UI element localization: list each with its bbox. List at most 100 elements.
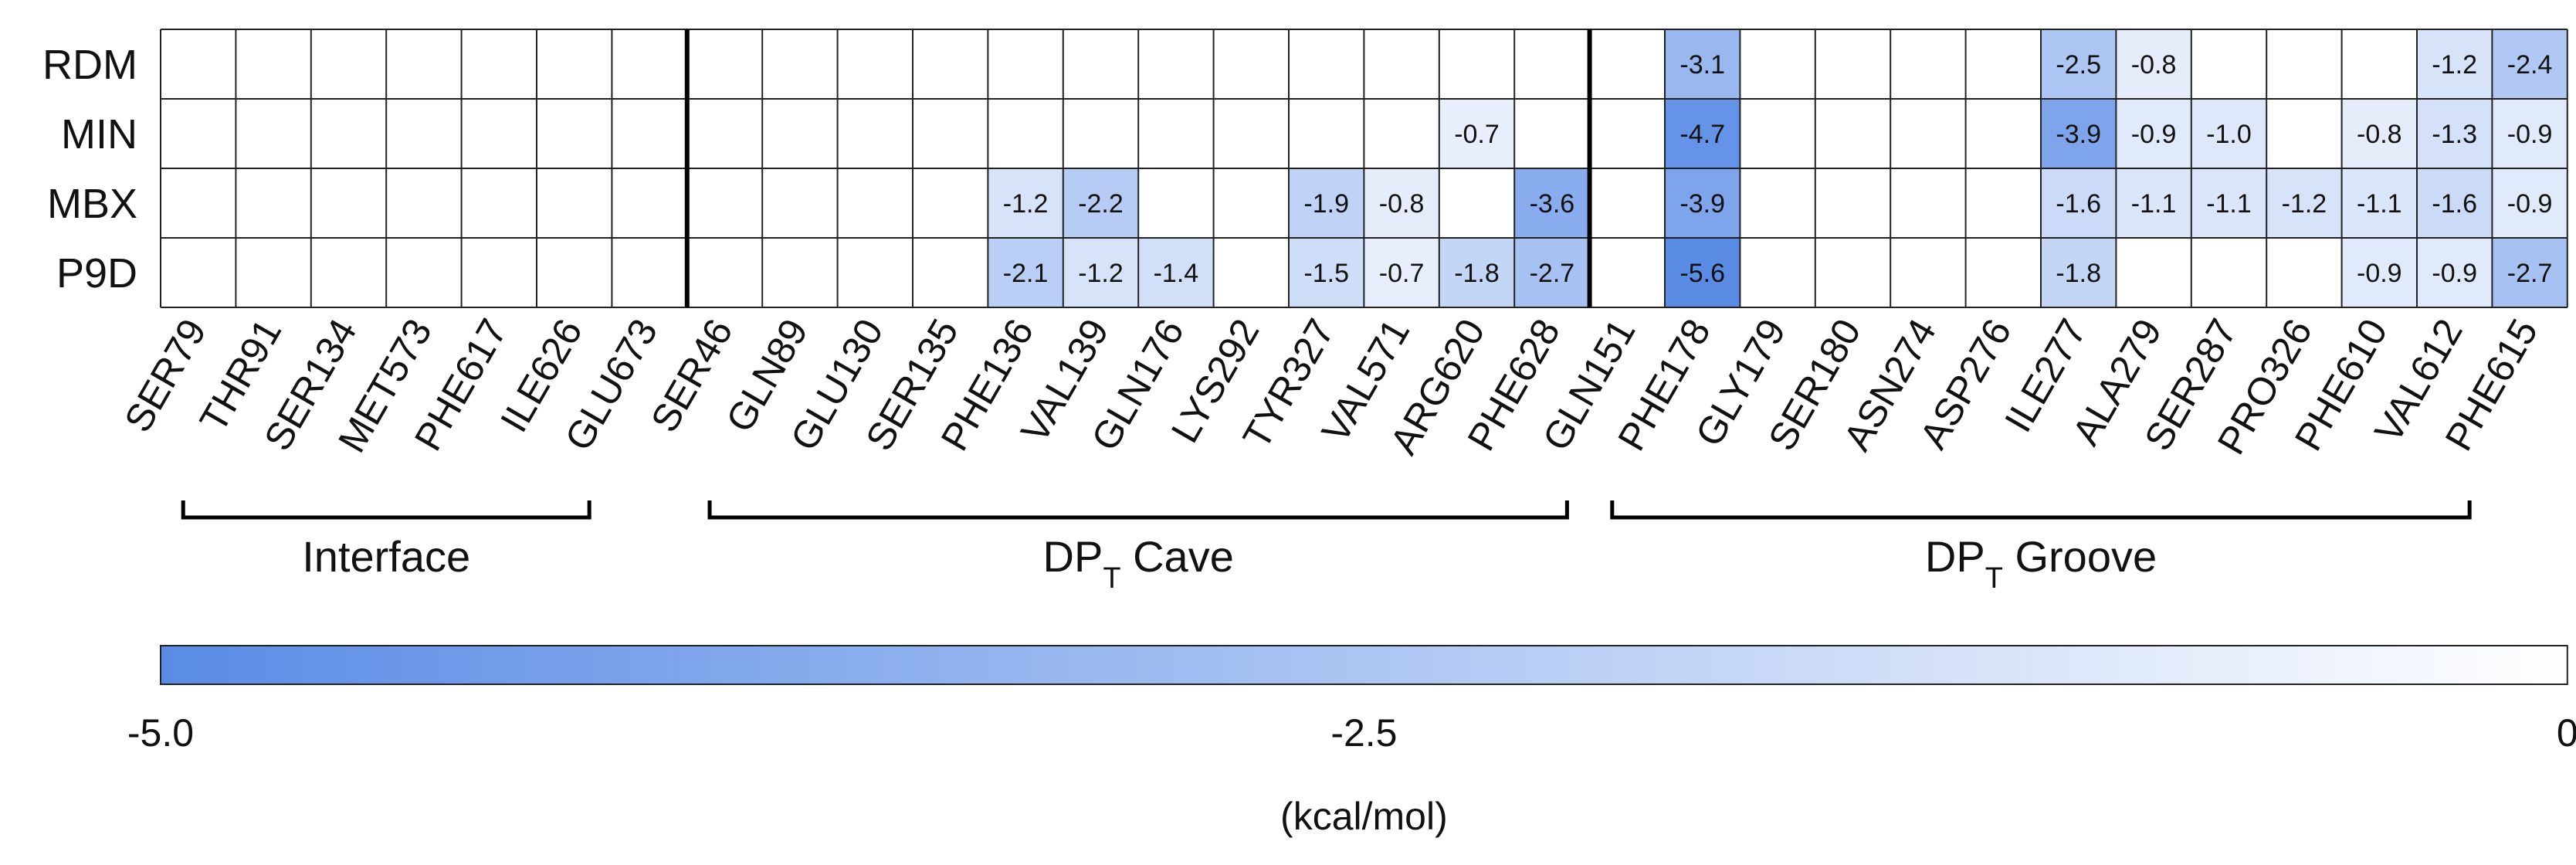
cell-value-label: -3.9 xyxy=(2056,120,2101,149)
cell-value-label: -1.3 xyxy=(2432,120,2477,149)
heatmap-cell-p9d-ser135 xyxy=(913,238,988,307)
group-label-main: DP xyxy=(1925,532,1985,581)
heatmap-cell-min-ala279 xyxy=(2116,99,2191,168)
group-label: Interface xyxy=(302,532,470,581)
heatmap-cell-p9d-phe610 xyxy=(2341,238,2417,307)
heatmap-cell-p9d-phe136 xyxy=(988,238,1063,307)
group-label-subscript: T xyxy=(1103,562,1120,595)
group-label-suffix: Groove xyxy=(2003,532,2157,581)
heatmap-cell-mbx-phe178 xyxy=(1665,168,1740,238)
cell-value-label: -1.2 xyxy=(1078,259,1124,288)
heatmap-cell-min-asp276 xyxy=(1965,99,2041,168)
heatmap-cell-rdm-gln89 xyxy=(762,29,838,99)
group-label: DPT Groove xyxy=(1925,532,2157,595)
cell-value-label: -2.7 xyxy=(1530,259,1575,288)
row-label-mbx: MBX xyxy=(47,181,137,227)
heatmap-cell-rdm-glu673 xyxy=(612,29,687,99)
heatmap-cell-min-pro326 xyxy=(2266,99,2342,168)
heatmap-cell-mbx-phe615 xyxy=(2492,168,2568,238)
heatmap-cell-min-lys292 xyxy=(1213,99,1289,168)
heatmap-cell-mbx-ser135 xyxy=(913,168,988,238)
heatmap-cell-mbx-arg620 xyxy=(1439,168,1515,238)
heatmap-cells xyxy=(161,29,2568,307)
cell-value-label: -3.6 xyxy=(1530,189,1575,219)
group-bracket xyxy=(1610,500,2472,520)
heatmap-cell-min-asn274 xyxy=(1890,99,1966,168)
heatmap-cell-min-val139 xyxy=(1063,99,1139,168)
heatmap-cell-p9d-ile277 xyxy=(2041,238,2117,307)
heatmap-cell-rdm-ser79 xyxy=(161,29,236,99)
colorbar-tick-label: -5.0 xyxy=(127,711,194,755)
heatmap-cell-p9d-pro326 xyxy=(2266,238,2342,307)
heatmap-cell-p9d-arg620 xyxy=(1439,238,1515,307)
heatmap-cell-mbx-val612 xyxy=(2417,168,2493,238)
heatmap-cell-rdm-val139 xyxy=(1063,29,1139,99)
heatmap-cell-min-gln176 xyxy=(1138,99,1214,168)
cell-value-label: -1.2 xyxy=(2282,189,2327,219)
heatmap-cell-min-ser180 xyxy=(1815,99,1891,168)
cell-value-label: -2.1 xyxy=(1003,259,1049,288)
heatmap-cell-mbx-gln176 xyxy=(1138,168,1214,238)
heatmap-cell-p9d-glu130 xyxy=(837,238,913,307)
heatmap-cell-rdm-ile277 xyxy=(2041,29,2117,99)
group-bracket xyxy=(181,500,591,520)
column-labels: SER79THR91SER134MET573PHE617ILE626GLU673… xyxy=(116,312,2546,462)
cell-value-label: -2.2 xyxy=(1078,189,1124,219)
heatmap-cell-rdm-asp276 xyxy=(1965,29,2041,99)
heatmap-cell-rdm-val571 xyxy=(1364,29,1439,99)
heatmap-cell-mbx-ser287 xyxy=(2191,168,2267,238)
heatmap-cell-mbx-thr91 xyxy=(236,168,311,238)
cell-value-label: -0.7 xyxy=(1379,259,1425,288)
heatmap-cell-p9d-asp276 xyxy=(1965,238,2041,307)
heatmap-cell-mbx-met573 xyxy=(386,168,462,238)
colorbar-tick-label: 0 xyxy=(2557,711,2576,755)
heatmap-cell-rdm-lys292 xyxy=(1213,29,1289,99)
heatmap-cell-labels: -3.1 -2.5 -0.8 -1.2 -2.4 -0.7 -4.7 -3.9 -0.9 -1.0… xyxy=(1003,50,2553,288)
cell-value-label: -1.2 xyxy=(2432,50,2477,80)
heatmap-cell-p9d-val612 xyxy=(2417,238,2493,307)
group-label-main: Interface xyxy=(302,532,470,581)
heatmap-cell-rdm-tyr327 xyxy=(1289,29,1364,99)
heatmap-cell-rdm-gly179 xyxy=(1740,29,1815,99)
cell-value-label: -0.9 xyxy=(2131,120,2177,149)
cell-value-label: -1.8 xyxy=(1454,259,1500,288)
heatmap-cell-p9d-phe615 xyxy=(2492,238,2568,307)
cell-value-label: -0.9 xyxy=(2507,120,2553,149)
heatmap-cell-rdm-ile626 xyxy=(537,29,612,99)
heatmap-cell-min-val612 xyxy=(2417,99,2493,168)
heatmap-cell-mbx-gly179 xyxy=(1740,168,1815,238)
heatmap-cell-min-ser134 xyxy=(310,99,387,168)
heatmap-cell-min-phe628 xyxy=(1514,99,1590,168)
heatmap-cell-p9d-tyr327 xyxy=(1289,238,1364,307)
cell-value-label: -3.9 xyxy=(1679,189,1725,219)
heatmap-gridlines xyxy=(160,29,2568,308)
cell-value-label: -1.2 xyxy=(1003,189,1049,219)
heatmap-cell-p9d-ser46 xyxy=(686,238,763,307)
heatmap-cell-p9d-lys292 xyxy=(1213,238,1289,307)
heatmap-cell-p9d-ser180 xyxy=(1815,238,1891,307)
heatmap-cell-p9d-phe628 xyxy=(1514,238,1590,307)
heatmap-cell-mbx-glu673 xyxy=(612,168,687,238)
heatmap-cell-rdm-phe178 xyxy=(1665,29,1740,99)
heatmap-cell-mbx-ser134 xyxy=(310,168,387,238)
heatmap-cell-mbx-ser46 xyxy=(686,168,763,238)
heatmap-cell-rdm-ala279 xyxy=(2116,29,2191,99)
heatmap-cell-rdm-val612 xyxy=(2417,29,2493,99)
heatmap-cell-min-phe615 xyxy=(2492,99,2568,168)
group-label-subscript: T xyxy=(1985,562,2003,595)
heatmap-cell-min-gln89 xyxy=(762,99,838,168)
heatmap-cell-rdm-phe610 xyxy=(2341,29,2417,99)
colorbar-tick-label: -2.5 xyxy=(1330,711,1397,755)
heatmap-cell-mbx-ile626 xyxy=(537,168,612,238)
heatmap-cell-min-ile626 xyxy=(537,99,612,168)
heatmap-cell-mbx-val571 xyxy=(1364,168,1439,238)
heatmap-cell-min-met573 xyxy=(386,99,462,168)
row-label-min: MIN xyxy=(61,111,137,158)
cell-value-label: -1.6 xyxy=(2432,189,2477,219)
cell-value-label: -1.0 xyxy=(2206,120,2252,149)
cell-value-label: -2.7 xyxy=(2507,259,2553,288)
cell-value-label: -0.9 xyxy=(2357,259,2402,288)
heatmap-cell-rdm-met573 xyxy=(386,29,462,99)
heatmap-cell-mbx-ser180 xyxy=(1815,168,1891,238)
